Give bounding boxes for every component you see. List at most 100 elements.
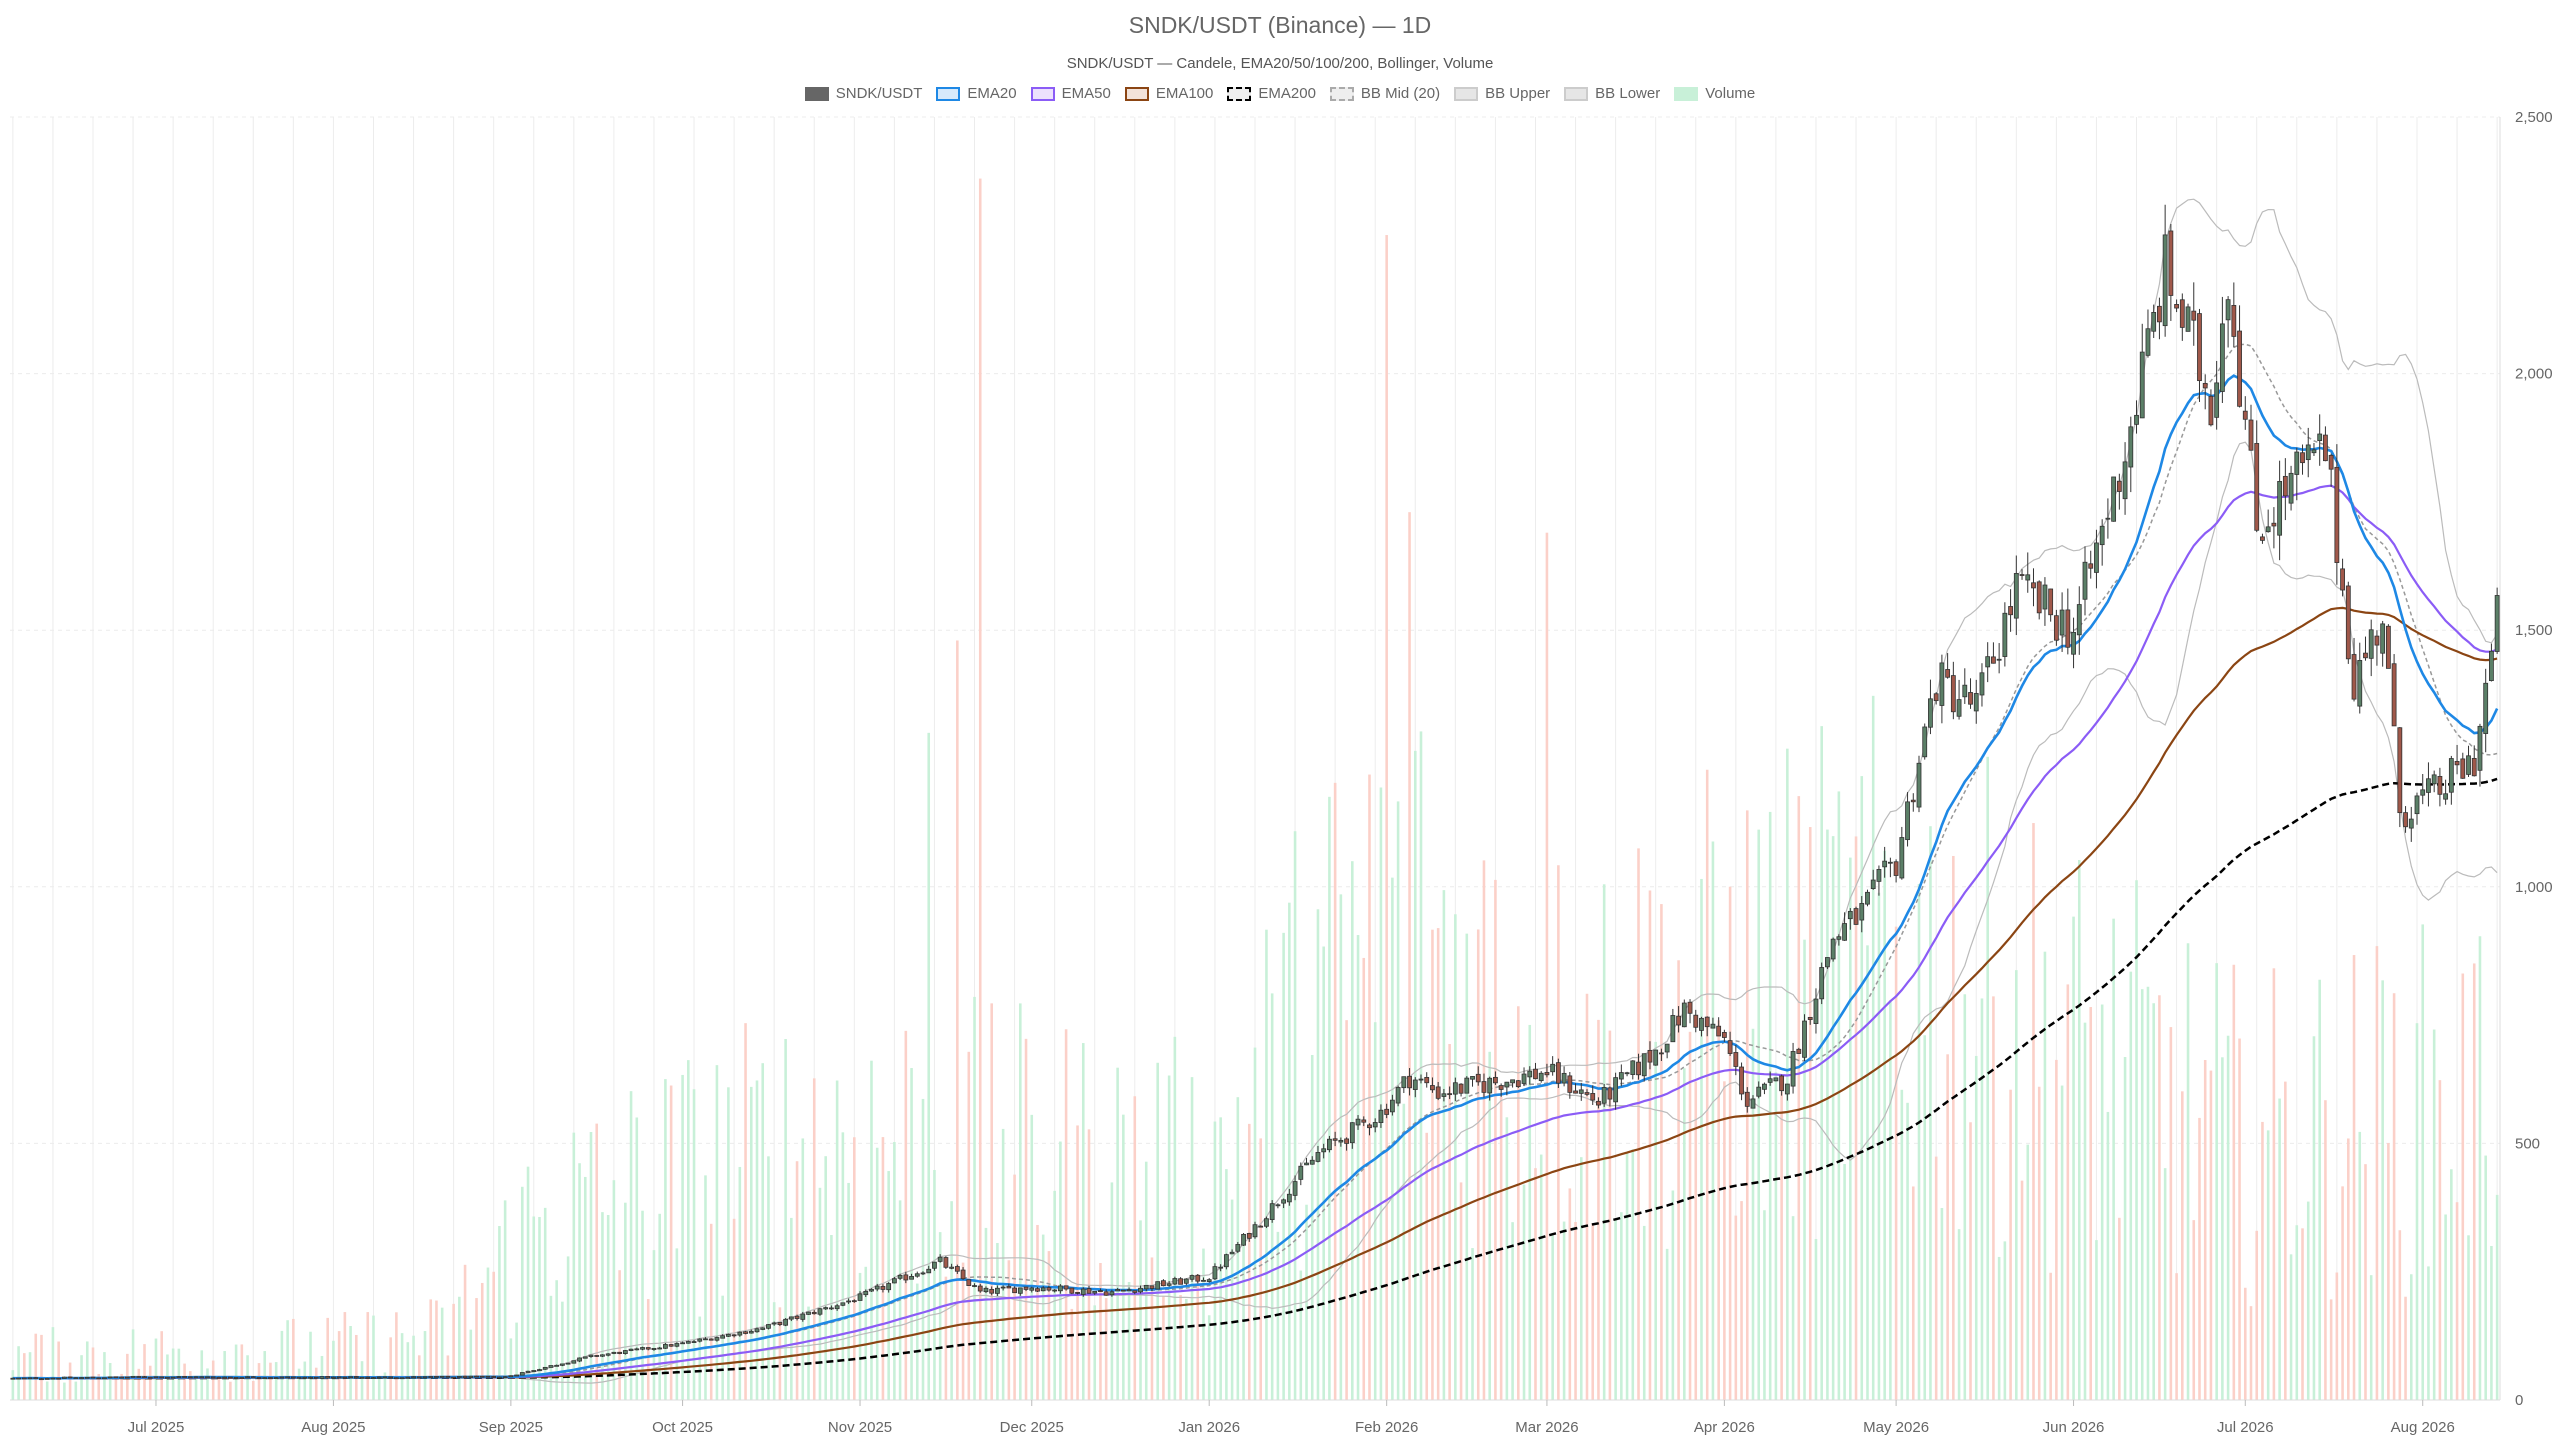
candle-body [2116,480,2122,492]
volume-bar [778,1307,782,1400]
candle [1023,1286,1029,1292]
candle-body [1006,1286,1012,1289]
legend-item-bb-lower[interactable]: BB Lower [1564,85,1660,102]
candle [1687,999,1693,1024]
candle-body [2300,452,2305,464]
candle [1309,1156,1315,1165]
candle [468,1375,474,1379]
x-tick-label: Aug 2026 [2391,1419,2455,1436]
legend-item-ema200[interactable]: EMA200 [1227,85,1316,102]
candle-body [2019,574,2025,576]
volume-bar [858,1272,862,1400]
volume-bar [1305,1204,1308,1400]
legend-label: BB Mid (20) [1360,85,1441,102]
candle-body [1464,1077,1470,1094]
candle-body [731,1334,737,1337]
candle-body [113,1376,119,1379]
volume-bar [2243,1287,2247,1400]
chart-legend: SNDK/USDT EMA20 EMA50 EMA100 EMA200 BB Mid (2… [0,85,2560,102]
candle [485,1375,491,1378]
candle [2391,654,2397,727]
volume-bar [1007,1260,1011,1400]
candle-body [1098,1290,1103,1293]
x-tick-label: Jun 2026 [2043,1419,2105,1436]
candle-body [2351,654,2357,700]
candle [497,1376,502,1379]
volume-bar [206,1368,209,1400]
candle [743,1330,748,1335]
volume-bar [853,1137,856,1400]
volume-bar [360,1361,364,1400]
candle-body [1813,998,1819,1024]
y-tick-label: 500 [2515,1135,2540,1152]
candle [1865,889,1870,907]
legend-item-volume[interactable]: Volume [1674,85,1755,102]
candle-body [73,1377,79,1380]
candle-body [1178,1278,1183,1285]
candle [2466,745,2471,777]
candle [1338,1137,1344,1147]
candle [1905,792,1910,847]
candle [1046,1285,1052,1292]
candle [897,1273,903,1280]
volume-bar [1402,1103,1406,1400]
volume-bar [1116,1067,1119,1400]
candle [771,1321,777,1326]
legend-item-ema20[interactable]: EMA20 [936,85,1017,102]
volume-bar [2272,968,2276,1400]
legend-item-ema50[interactable]: EMA50 [1030,85,1111,102]
volume-bar [332,1340,335,1400]
legend-item-bb-upper[interactable]: BB Upper [1454,85,1550,102]
volume-bar [715,1065,719,1400]
volume-bar [1408,512,1411,1400]
candle-body [1309,1159,1315,1165]
candle [1092,1290,1098,1295]
candle-body [668,1344,674,1347]
volume-bar [1711,841,1715,1400]
candle-body [1315,1152,1321,1162]
candle-body [1842,923,1847,941]
candle-body [617,1351,623,1354]
volume-bar [1471,1248,1474,1400]
candle-body [2157,305,2162,323]
volume-bar [2329,1299,2333,1400]
volume-bar [2341,1186,2344,1400]
x-tick-label: Jul 2026 [2217,1419,2274,1436]
candle [1802,1014,1807,1062]
volume-bar [2478,936,2482,1400]
candle [2368,619,2374,677]
candle-body [2460,758,2466,779]
candle-body [1825,957,1830,968]
candle [1893,859,1899,883]
candle [937,1254,943,1263]
candle [760,1327,766,1331]
candle [1779,1074,1785,1096]
volume-bar [652,1250,656,1400]
candle [1269,1200,1275,1223]
x-tick-label: Sep 2025 [479,1419,543,1436]
volume-bar [2152,1003,2155,1400]
candle-body [2053,615,2059,641]
candle-body [2145,328,2151,356]
candle-body [1693,1014,1699,1028]
legend-item-ema100[interactable]: EMA100 [1124,85,1213,102]
candle-body [1618,1072,1624,1080]
candle [2489,643,2494,682]
candle-body [800,1313,806,1320]
volume-bar [2335,1272,2339,1400]
candle-body [857,1293,863,1301]
candle [422,1376,428,1379]
candle-body [1281,1199,1287,1204]
candle-body [1012,1287,1017,1294]
volume-bar [1683,1068,1686,1400]
candle [199,1376,205,1379]
legend-item-sndk-usdt[interactable]: SNDK/USDT [804,85,922,102]
candle-body [949,1266,955,1269]
candle-body [1721,1032,1727,1038]
legend-item-bb-mid-20[interactable]: BB Mid (20) [1329,85,1441,102]
volume-bar [2089,1006,2093,1400]
candle-body [874,1285,880,1290]
candle-body [1899,837,1905,879]
volume-bar [1265,929,1268,1400]
